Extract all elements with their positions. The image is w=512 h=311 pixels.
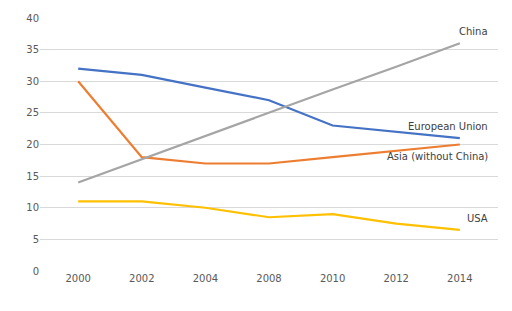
svg-text:25: 25 [26,107,39,118]
svg-text:2002: 2002 [129,273,154,284]
svg-text:30: 30 [26,76,39,87]
svg-text:2000: 2000 [65,273,90,284]
svg-text:15: 15 [26,171,39,182]
svg-text:Asia (without China): Asia (without China) [387,151,488,162]
svg-text:2014: 2014 [447,273,472,284]
svg-text:2012: 2012 [383,273,408,284]
svg-text:20: 20 [26,139,39,150]
svg-text:5: 5 [33,234,39,245]
svg-text:European Union: European Union [408,121,488,132]
svg-text:10: 10 [26,202,39,213]
svg-text:0: 0 [33,266,39,277]
svg-text:2010: 2010 [320,273,345,284]
svg-text:USA: USA [467,213,488,224]
svg-text:35: 35 [26,44,39,55]
svg-text:2008: 2008 [256,273,281,284]
svg-text:2004: 2004 [193,273,218,284]
svg-text:China: China [459,26,488,37]
svg-text:40: 40 [26,13,39,24]
